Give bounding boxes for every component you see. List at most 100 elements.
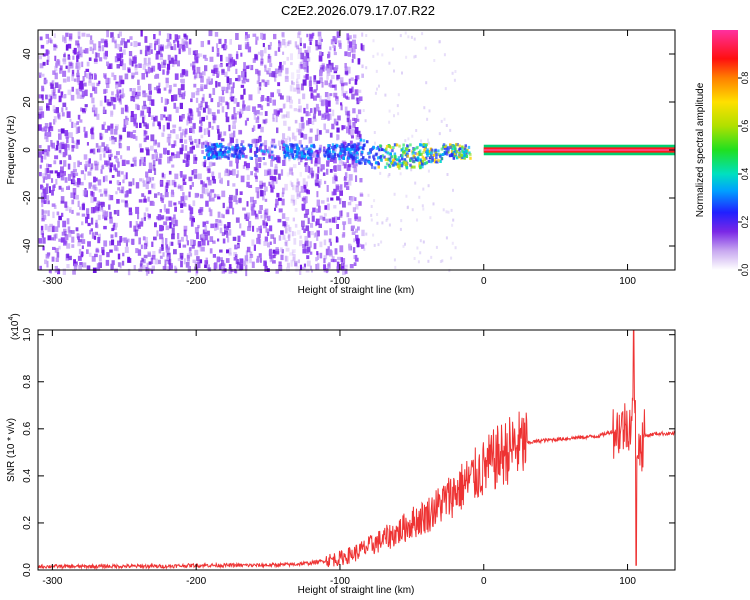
noise-cell — [264, 47, 267, 54]
noise-cell — [72, 55, 75, 60]
noise-cell — [177, 88, 182, 95]
noise-cell — [255, 163, 259, 170]
noise-cell — [54, 226, 59, 232]
noise-cell — [298, 105, 302, 113]
noise-cell — [284, 228, 288, 234]
noise-cell — [90, 195, 94, 203]
noise-cell — [204, 260, 209, 265]
echo-cell — [305, 145, 309, 149]
noise-cell — [200, 84, 204, 88]
noise-cell — [39, 36, 43, 41]
noise-cell — [94, 107, 98, 114]
noise-cell — [182, 178, 186, 182]
noise-cell — [251, 239, 255, 246]
noise-cell — [119, 236, 123, 243]
echo-cell — [412, 154, 416, 158]
noise-cell — [123, 124, 127, 129]
noise-cell — [297, 259, 300, 264]
noise-cell — [432, 202, 435, 206]
noise-cell — [220, 177, 223, 185]
noise-cell — [76, 121, 79, 125]
noise-cell — [393, 114, 395, 118]
noise-cell — [259, 111, 263, 116]
colorbar: 0.00.20.40.60.8 Normalized spectral ampl… — [695, 30, 750, 276]
noise-cell — [326, 63, 331, 71]
noise-cell — [216, 48, 220, 53]
noise-cell — [198, 138, 201, 145]
noise-cell — [149, 43, 153, 49]
noise-cell — [84, 131, 88, 138]
noise-cell — [60, 175, 65, 181]
noise-cell — [188, 176, 193, 182]
noise-cell — [219, 227, 223, 234]
noise-cell — [140, 217, 144, 225]
noise-cell — [261, 182, 266, 187]
noise-cell — [119, 98, 122, 105]
noise-cell — [64, 177, 68, 183]
noise-cell — [86, 214, 90, 219]
noise-cell — [171, 153, 175, 159]
noise-cell — [305, 248, 309, 254]
noise-cell — [61, 187, 64, 192]
noise-cell — [166, 180, 171, 186]
noise-cell — [269, 225, 273, 232]
noise-cell — [144, 50, 148, 57]
noise-cell — [352, 108, 356, 114]
noise-cell — [173, 202, 177, 206]
noise-cell — [341, 90, 345, 97]
noise-cell — [264, 111, 268, 116]
noise-cell — [182, 202, 187, 207]
noise-cell — [290, 259, 293, 267]
noise-cell — [424, 46, 427, 50]
noise-cell — [107, 102, 112, 107]
noise-cell — [185, 41, 189, 49]
noise-cell — [180, 185, 184, 191]
noise-cell — [333, 157, 337, 164]
noise-cell — [289, 180, 292, 186]
noise-cell — [315, 218, 320, 226]
noise-cell — [217, 211, 221, 218]
noise-cell — [120, 143, 123, 148]
noise-cell — [227, 228, 231, 236]
noise-cell — [387, 153, 390, 157]
noise-cell — [66, 253, 70, 259]
noise-cell — [46, 260, 49, 268]
echo-cell — [288, 156, 291, 160]
noise-cell — [63, 239, 67, 246]
noise-cell — [172, 124, 177, 128]
noise-cell — [49, 82, 53, 86]
noise-cell — [77, 178, 81, 185]
noise-cell — [404, 242, 406, 246]
noise-cell — [224, 39, 227, 44]
echo-cell — [447, 150, 450, 154]
noise-cell — [43, 214, 47, 220]
noise-cell — [189, 138, 193, 142]
noise-cell — [299, 147, 303, 152]
noise-cell — [233, 195, 238, 202]
noise-cell — [256, 110, 260, 115]
noise-cell — [401, 71, 403, 75]
noise-cell — [345, 90, 348, 95]
noise-cell — [311, 211, 314, 216]
noise-cell — [316, 174, 319, 180]
noise-cell — [95, 247, 99, 253]
noise-cell — [41, 196, 46, 203]
echo-cell — [409, 163, 412, 167]
noise-cell — [117, 91, 120, 96]
noise-cell — [374, 141, 376, 145]
noise-cell — [261, 33, 266, 40]
noise-cell — [422, 207, 425, 211]
noise-cell — [144, 130, 148, 135]
echo-cell — [375, 147, 379, 150]
noise-cell — [113, 129, 118, 135]
noise-cell — [257, 124, 262, 129]
noise-cell — [140, 158, 144, 165]
noise-cell — [197, 242, 201, 248]
noise-cell — [121, 237, 126, 242]
noise-cell — [49, 223, 53, 227]
noise-cell — [351, 225, 355, 229]
noise-cell — [290, 194, 295, 202]
echo-cell — [343, 152, 347, 156]
echo-cell — [300, 154, 304, 158]
noise-cell — [207, 240, 210, 246]
